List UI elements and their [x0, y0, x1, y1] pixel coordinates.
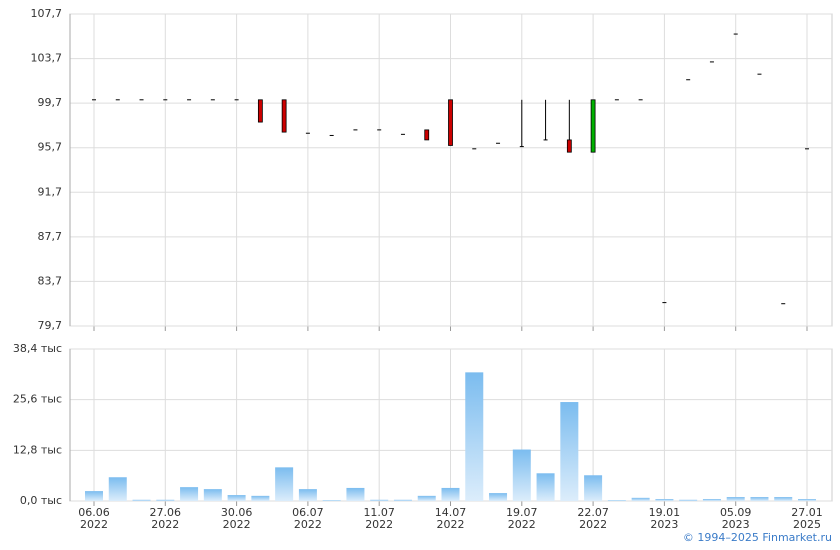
x-tick-label: 22.07 2022	[577, 506, 609, 531]
candle-body	[496, 142, 501, 144]
candle-body	[257, 99, 263, 123]
volume-bar	[750, 497, 769, 501]
candle-body	[805, 148, 809, 150]
y-tick-label: 99,7	[38, 96, 63, 109]
y-tick-label: 0,0 тыс	[20, 494, 62, 507]
volume-bar	[417, 495, 436, 501]
candle-body	[709, 61, 714, 63]
volume-bar	[393, 499, 412, 501]
candle-body	[638, 99, 643, 101]
candle-body	[614, 99, 619, 101]
volume-bar	[584, 475, 603, 501]
volume-bar	[560, 402, 579, 501]
candle-body	[234, 99, 239, 101]
x-tick-label: 27.01 2025	[791, 506, 823, 531]
x-tick-label: 19.01 2023	[648, 506, 681, 531]
volume-bar	[702, 499, 721, 501]
y-tick-label: 87,7	[38, 230, 63, 243]
candle-body	[757, 73, 762, 75]
candle-body	[187, 99, 192, 101]
y-tick-label: 12,8 тыс	[13, 443, 62, 456]
candle-body	[566, 139, 572, 153]
volume-bar	[655, 499, 674, 501]
y-tick-label: 91,7	[38, 185, 63, 198]
volume-bar	[607, 500, 626, 501]
y-tick-label: 107,7	[31, 7, 63, 20]
volume-bar	[180, 487, 199, 501]
candle-body	[448, 99, 453, 146]
x-tick-label: 30.06 2022	[220, 506, 253, 531]
volume-bar	[370, 499, 389, 501]
candle-body	[353, 129, 358, 131]
volume-bar	[346, 487, 365, 501]
volume-bar	[132, 499, 151, 501]
candle-body	[400, 133, 405, 135]
volume-bar	[631, 497, 650, 501]
candle-body	[329, 134, 334, 136]
volume-bar	[298, 489, 317, 501]
volume-bar	[85, 491, 103, 501]
candle-body	[472, 148, 477, 150]
candle-body	[519, 146, 524, 148]
y-tick-label: 103,7	[31, 52, 63, 65]
volume-bar	[798, 499, 816, 501]
volume-bar	[489, 493, 508, 501]
x-tick-label: 14.07 2022	[434, 506, 467, 531]
volume-bar	[227, 495, 246, 501]
x-tick-label: 05.09 2023	[719, 506, 752, 531]
y-tick-label: 38,4 тыс	[13, 342, 62, 355]
volume-bar	[774, 497, 793, 501]
footer: © 1994–2025 Finmarket.ru	[682, 531, 832, 544]
candle-body	[305, 132, 310, 134]
volume-bar	[441, 487, 460, 501]
candle-body	[543, 139, 548, 141]
volume-bar	[203, 489, 222, 501]
candle-body	[686, 79, 691, 81]
volume-bar	[322, 500, 341, 501]
x-tick-label: 27.06 2022	[149, 506, 182, 531]
candle-body	[163, 99, 168, 101]
y-tick-label: 25,6 тыс	[13, 393, 62, 406]
volume-bar	[512, 449, 531, 501]
y-tick-label: 95,7	[38, 141, 63, 154]
y-tick-label: 79,7	[38, 319, 63, 332]
candle-body	[115, 99, 120, 101]
volume-bar	[108, 477, 127, 501]
volume-bar	[679, 499, 698, 501]
volume-bar	[536, 473, 555, 501]
x-tick-label: 19.07 2022	[506, 506, 538, 531]
volume-bar	[156, 499, 175, 501]
volume-bar	[251, 495, 270, 501]
candle-body	[92, 99, 96, 101]
candle-body	[590, 99, 596, 153]
volume-bar	[726, 497, 745, 501]
candle-body	[781, 303, 786, 305]
candle-body	[733, 33, 738, 35]
candle-body	[281, 99, 287, 133]
candle-body	[139, 99, 144, 101]
candle-body	[424, 129, 430, 141]
candle-body	[377, 129, 382, 131]
x-tick-label: 06.06 2022	[78, 506, 110, 531]
x-tick-label: 06.07 2022	[292, 506, 324, 531]
x-tick-label: 11.07 2022	[363, 506, 395, 531]
candle-body	[662, 302, 667, 304]
volume-bar	[465, 372, 484, 501]
candle-body	[210, 99, 215, 101]
y-tick-label: 83,7	[38, 274, 63, 287]
volume-bar	[275, 467, 294, 501]
